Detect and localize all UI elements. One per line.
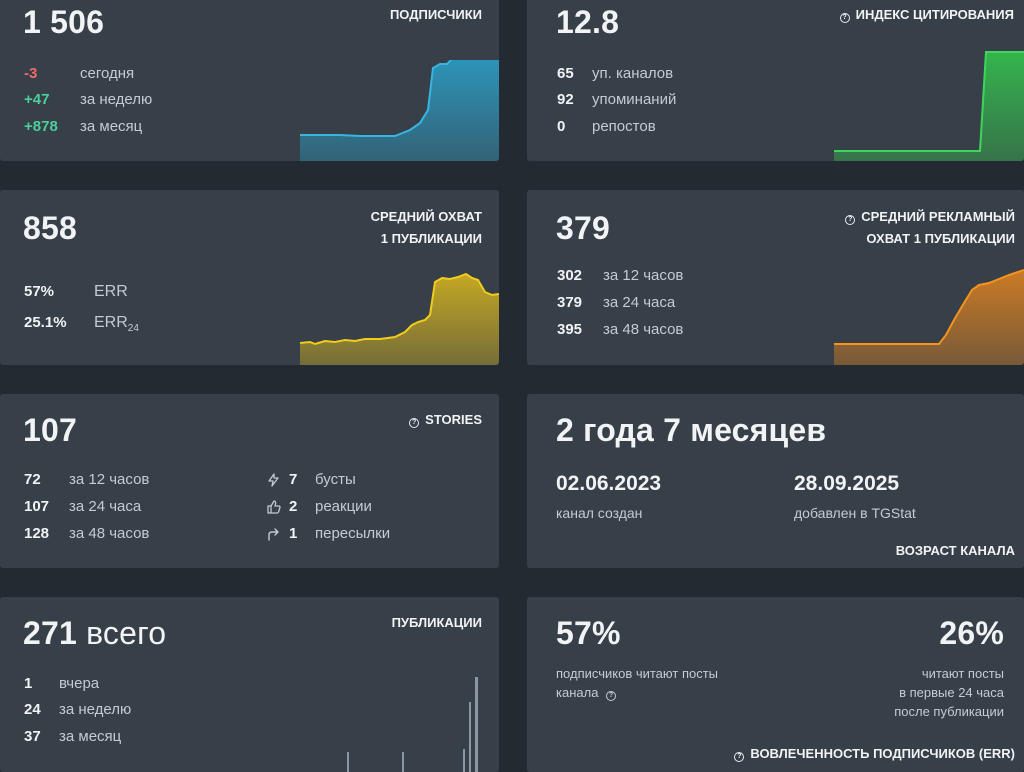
channel-age-card[interactable]: 2 года 7 месяцев 02.06.2023 канал создан… bbox=[527, 394, 1024, 568]
engagement-right-desc: читают посты в первые 24 часа после публ… bbox=[894, 666, 1004, 719]
publications-bar-chart bbox=[347, 677, 478, 772]
created-date: 02.06.2023 bbox=[556, 472, 662, 495]
reach-label: СРЕДНИЙ ОХВАТ 1 ПУБЛИКАЦИИ bbox=[370, 209, 482, 246]
engagement-right-value: 26% bbox=[939, 615, 1004, 651]
channel-age-value: 2 года 7 месяцев bbox=[556, 412, 827, 448]
stat-row: 302 за 12 часов bbox=[557, 267, 684, 284]
stories-card[interactable]: 107 ? STORIES 72 за 12 часов 107 за 24 часа… bbox=[0, 394, 499, 568]
citation-sparkline bbox=[834, 51, 1024, 161]
publications-card[interactable]: 271 всего ПУБЛИКАЦИИ 1 вчера 24 за неделю … bbox=[0, 597, 499, 772]
reach-card[interactable]: 858 СРЕДНИЙ ОХВАТ 1 ПУБЛИКАЦИИ 57% ERR 25.… bbox=[0, 190, 499, 365]
forwards-row: 1 пересылки bbox=[267, 524, 467, 544]
created-label: канал создан bbox=[556, 505, 643, 521]
stat-row: 65 уп. каналов bbox=[557, 65, 674, 82]
stat-row: 379 за 24 часа bbox=[557, 294, 676, 311]
thumbs-up-icon bbox=[267, 500, 281, 514]
question-circle-icon[interactable]: ? bbox=[839, 13, 850, 23]
publication-bar bbox=[469, 702, 471, 772]
engagement-card[interactable]: 57% подписчиков читают посты канала ? 26… bbox=[527, 597, 1024, 772]
subscribers-card[interactable]: 1 506 ПОДПИСЧИКИ -3 сегодня +47 за неделю … bbox=[0, 0, 499, 161]
publication-bar bbox=[402, 752, 404, 772]
stat-row: +878 за месяц bbox=[24, 118, 143, 135]
share-arrow-icon bbox=[268, 528, 279, 541]
stat-row: -3 сегодня bbox=[24, 65, 135, 82]
added-label: добавлен в TGStat bbox=[794, 505, 916, 521]
engagement-left-desc: подписчиков читают посты канала ? bbox=[556, 666, 719, 701]
citation-index-value: 12.8 bbox=[556, 4, 620, 40]
stat-row: 92 упоминаний bbox=[557, 91, 677, 108]
question-circle-icon[interactable]: ? bbox=[606, 691, 617, 701]
subscribers-count: 1 506 bbox=[23, 4, 105, 40]
subscribers-sparkline bbox=[300, 60, 499, 161]
ad-reach-label: ? СРЕДНИЙ РЕКЛАМНЫЙ ОХВАТ 1 ПУБЛИКАЦИИ bbox=[845, 206, 1015, 250]
publication-bar bbox=[347, 752, 349, 772]
stat-row: 37 за месяц bbox=[24, 728, 122, 745]
ad-reach-value: 379 bbox=[556, 210, 610, 246]
stories-value: 107 bbox=[23, 412, 77, 448]
stories-label: ? STORIES bbox=[409, 409, 482, 431]
reach-sparkline bbox=[300, 272, 499, 365]
boosts-row: 7 бусты bbox=[267, 470, 467, 490]
reactions-row: 2 реакции bbox=[267, 497, 467, 517]
citation-label: ? ИНДЕКС ЦИТИРОВАНИЯ bbox=[839, 4, 1014, 26]
stat-row: 0 репостов bbox=[557, 118, 656, 135]
err-row: 57% ERR bbox=[24, 283, 128, 300]
engagement-left-value: 57% bbox=[556, 615, 621, 651]
question-circle-icon[interactable]: ? bbox=[409, 418, 420, 428]
publications-label: ПУБЛИКАЦИИ bbox=[391, 615, 482, 630]
engagement-label: ? ВОВЛЕЧЕННОСТЬ ПОДПИСЧИКОВ (ERR) bbox=[734, 743, 1015, 765]
stat-row: 24 за неделю bbox=[24, 701, 132, 718]
reach-value: 858 bbox=[23, 210, 77, 246]
question-circle-icon[interactable]: ? bbox=[845, 215, 856, 225]
ad-reach-sparkline bbox=[834, 269, 1024, 365]
channel-age-label: ВОЗРАСТ КАНАЛА bbox=[895, 543, 1015, 558]
publications-total: 271 всего bbox=[23, 615, 167, 651]
stat-row: 128 за 48 часов bbox=[24, 525, 150, 542]
subscribers-label: ПОДПИСЧИКИ bbox=[389, 7, 482, 22]
question-circle-icon[interactable]: ? bbox=[734, 752, 745, 762]
stat-row: 107 за 24 часа bbox=[24, 498, 142, 515]
bolt-icon bbox=[268, 473, 279, 487]
stat-row: 395 за 48 часов bbox=[557, 321, 684, 338]
added-date: 28.09.2025 bbox=[794, 472, 900, 495]
stat-row: 72 за 12 часов bbox=[24, 471, 150, 488]
citation-card[interactable]: 12.8 ? ИНДЕКС ЦИТИРОВАНИЯ 65 уп. каналов 9… bbox=[527, 0, 1024, 161]
err24-row: 25.1% ERR24 bbox=[24, 314, 139, 334]
stat-row: +47 за неделю bbox=[24, 91, 153, 108]
stat-row: 1 вчера bbox=[24, 675, 100, 692]
publication-bar bbox=[463, 749, 465, 772]
publication-bar bbox=[475, 677, 478, 772]
ad-reach-card[interactable]: 379 ? СРЕДНИЙ РЕКЛАМНЫЙ ОХВАТ 1 ПУБЛИКАЦИ… bbox=[527, 190, 1024, 365]
